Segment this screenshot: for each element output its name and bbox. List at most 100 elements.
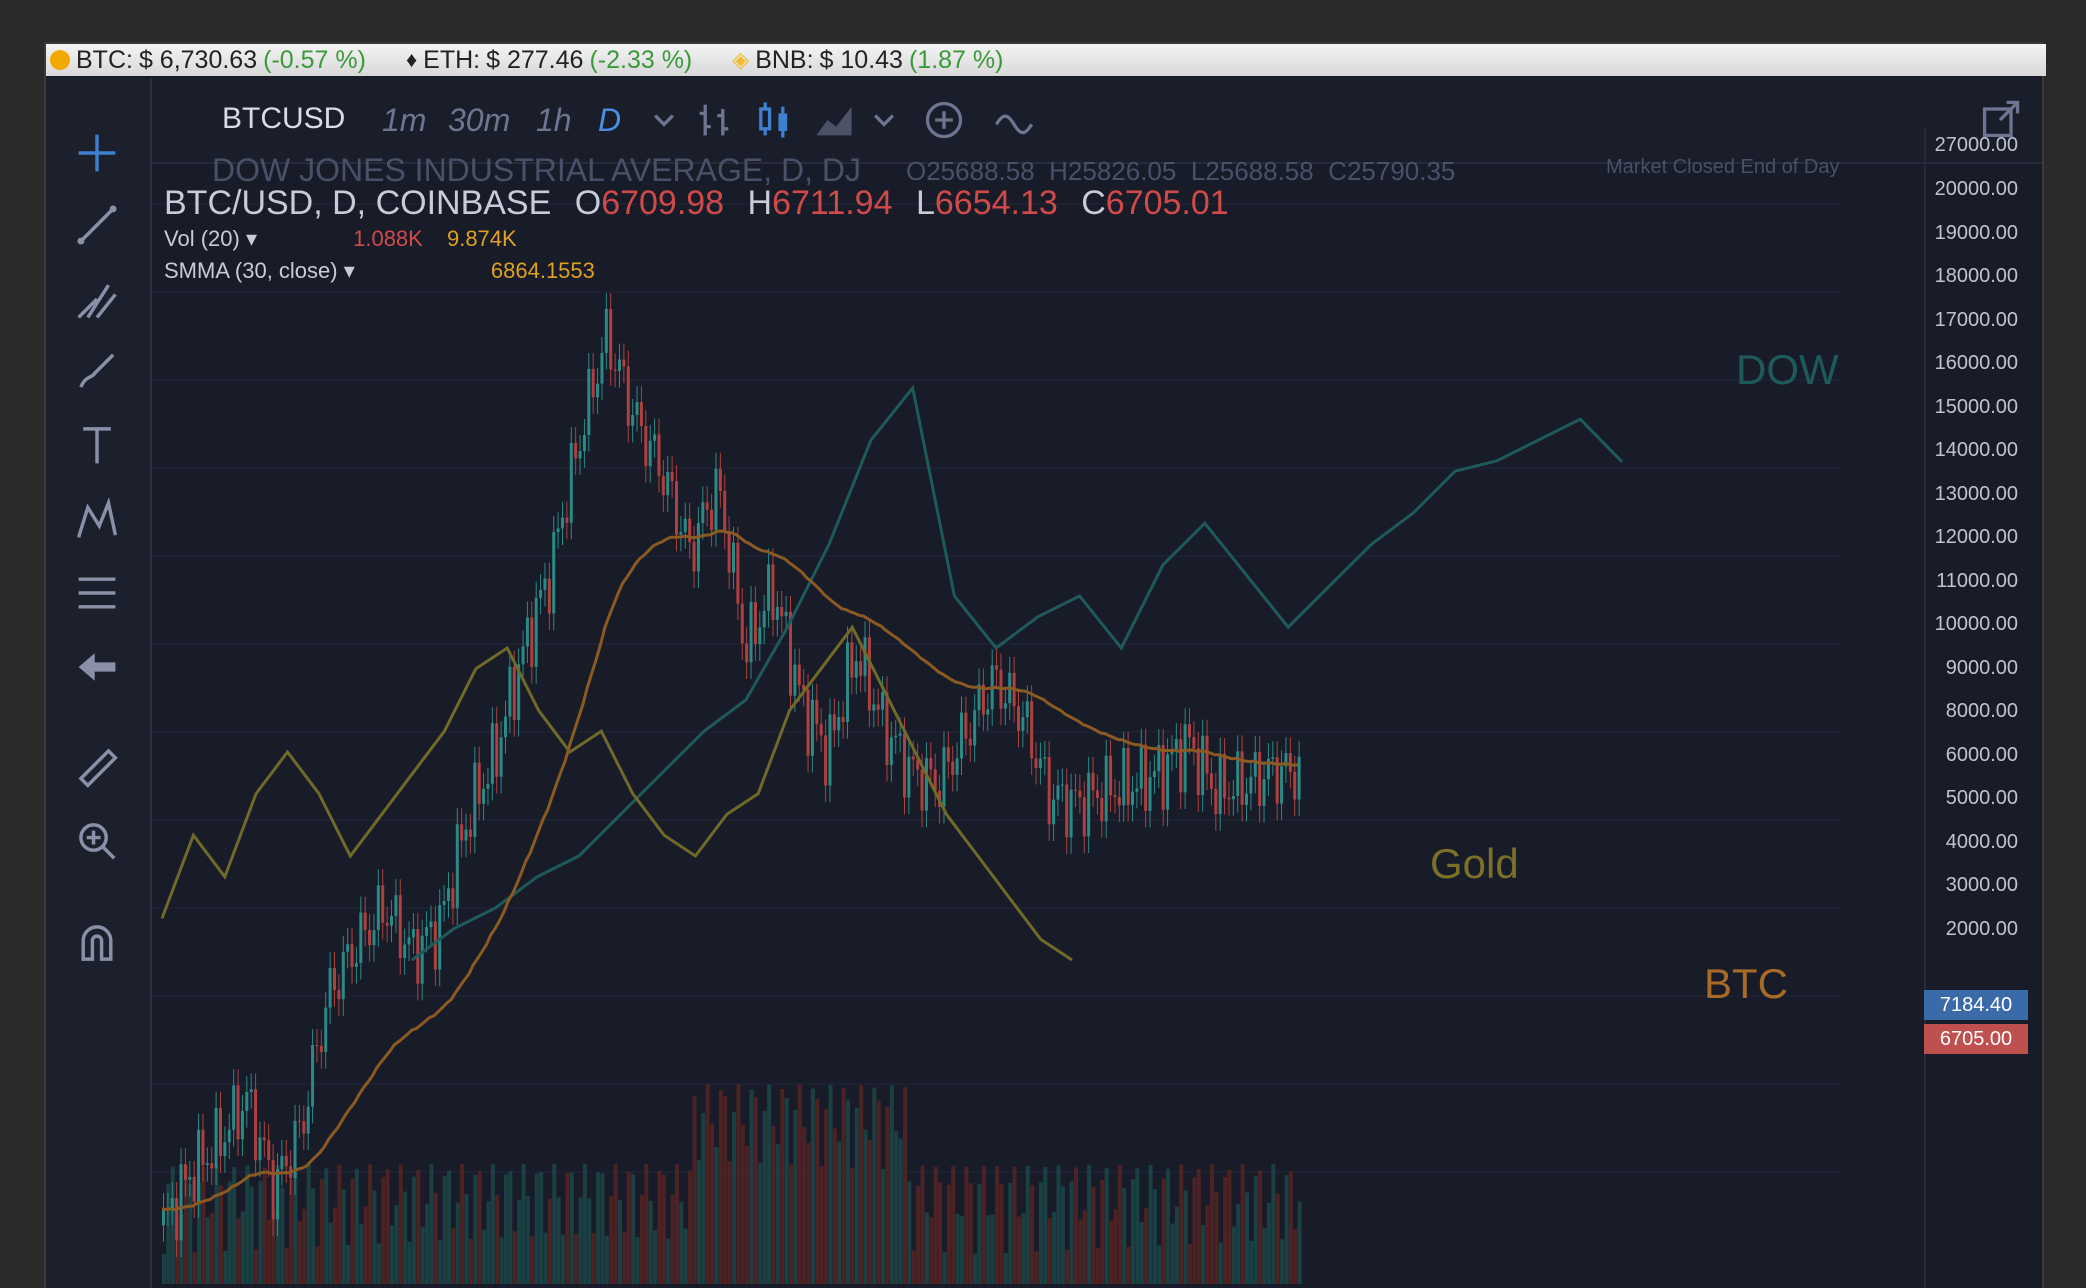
volume-bar [1025, 1165, 1030, 1284]
volume-bar [631, 1174, 636, 1284]
volume-bar [582, 1164, 587, 1284]
candle [333, 968, 336, 991]
candle [460, 824, 464, 841]
price-axis[interactable]: 27000.00 20000.00 19000.00 18000.00 17000.00… [1924, 128, 2028, 1288]
trendline-icon[interactable] [72, 200, 122, 250]
candle [951, 761, 955, 775]
axis-label: 16000.00 [1934, 352, 2018, 374]
chevron-down-icon[interactable] [862, 98, 906, 142]
compare-icon[interactable] [992, 98, 1036, 142]
text-tool-icon[interactable] [72, 420, 122, 470]
volume-bar [806, 1142, 811, 1284]
candle [1236, 751, 1240, 796]
area-chart-icon[interactable] [812, 98, 856, 142]
volume-bar [635, 1237, 640, 1284]
axis-label: 19000.00 [1934, 221, 2018, 244]
volume-bar [236, 1218, 241, 1284]
candle [368, 929, 372, 946]
fib-icon[interactable] [72, 568, 122, 618]
candles-chart-icon[interactable] [752, 98, 796, 142]
candle [850, 642, 854, 678]
pitchfork-icon[interactable] [72, 274, 122, 324]
volume-bar [438, 1240, 443, 1284]
volume-bar [775, 1144, 780, 1284]
volume-bar [490, 1164, 495, 1284]
volume-bar [1074, 1167, 1078, 1284]
candle [1188, 724, 1191, 738]
legend-title[interactable]: BTC/USD, D, COINBASE [164, 184, 552, 222]
candle [736, 542, 740, 604]
crosshair-icon[interactable] [72, 128, 122, 178]
price-tag-blue: 7184.40 [1924, 990, 2028, 1020]
volume-bar [495, 1194, 500, 1284]
bars-chart-icon[interactable] [692, 98, 736, 142]
volume-bar [1139, 1222, 1144, 1284]
volume-bar [819, 1166, 824, 1284]
candle [1183, 724, 1187, 793]
candle [732, 542, 735, 573]
candle [179, 1164, 183, 1241]
candle [1152, 771, 1156, 778]
candle [521, 646, 525, 665]
ticker-bnb[interactable]: ◈ BNB: $ 10.43 (1.87 %) [732, 46, 1003, 75]
volume-bar [1104, 1167, 1109, 1284]
legend-volume[interactable]: Vol (20) ▾ 1.088K 9.874K [164, 226, 517, 251]
pattern-icon[interactable] [72, 494, 122, 544]
volume-bar [736, 1084, 741, 1284]
symbol-search[interactable]: BTCUSD [222, 102, 346, 135]
volume-bar [714, 1147, 719, 1284]
volume-bar [1056, 1165, 1061, 1284]
zoom-icon[interactable] [72, 816, 122, 866]
candle [797, 664, 801, 686]
legend-ohlc: BTC/USD, D, COINBASE O6709.98 H6711.94 L… [164, 184, 1229, 222]
candle [372, 930, 376, 946]
volume-bar [916, 1185, 921, 1284]
ruler-icon[interactable] [72, 742, 122, 792]
volume-bar [1188, 1243, 1192, 1284]
volume-bar [832, 1128, 837, 1284]
legend-smma[interactable]: SMMA (30, close) ▾ 6864.1553 [164, 258, 595, 283]
volume-bar [416, 1169, 421, 1284]
interval-1h[interactable]: 1h [536, 102, 572, 138]
candle [1227, 797, 1231, 800]
candle [473, 762, 477, 837]
ghost-dow-ohlc: O25688.58 H25826.05 L25688.58 C25790.35 [906, 156, 1456, 186]
volume-bar [1043, 1166, 1048, 1284]
candle [543, 578, 547, 590]
volume-bar [872, 1087, 877, 1284]
axis-label: 10000.00 [1934, 613, 2018, 635]
volume-bar [1034, 1251, 1039, 1284]
ticker-eth[interactable]: ♦ ETH: $ 277.46 (-2.33 %) [406, 46, 692, 75]
volume-bar [1284, 1175, 1289, 1284]
volume-bar [262, 1167, 267, 1284]
ticker-btc[interactable]: BTC: $ 6,730.63 (-0.57 %) [50, 46, 366, 75]
candle [1271, 757, 1275, 759]
interval-30m[interactable]: 30m [448, 102, 511, 138]
volume-bar [245, 1165, 250, 1284]
candle [1209, 773, 1213, 789]
add-indicator-icon[interactable] [922, 98, 966, 142]
fullscreen-icon[interactable] [1978, 98, 2022, 142]
volume-bar [797, 1084, 802, 1284]
candle [946, 747, 950, 762]
candle [1117, 796, 1121, 806]
brush-icon[interactable] [72, 346, 122, 396]
volume-bar [1166, 1168, 1171, 1284]
volume-bar [1052, 1211, 1057, 1284]
price-chart[interactable] [152, 164, 1928, 1288]
volume-bar [600, 1173, 605, 1284]
interval-d[interactable]: D [598, 102, 622, 138]
interval-1m[interactable]: 1m [382, 102, 427, 138]
ticker-symbol: BTC: [76, 45, 133, 74]
candle [1091, 772, 1095, 791]
magnet-icon[interactable] [72, 918, 122, 968]
chevron-down-icon[interactable] [642, 98, 686, 142]
candle [924, 757, 928, 811]
candle [495, 723, 499, 777]
candle [188, 1176, 192, 1180]
volume-bar [451, 1228, 456, 1284]
volume-bar [1240, 1164, 1245, 1284]
candle [1052, 799, 1056, 825]
back-arrow-icon[interactable] [72, 642, 122, 692]
candle [192, 1176, 196, 1202]
